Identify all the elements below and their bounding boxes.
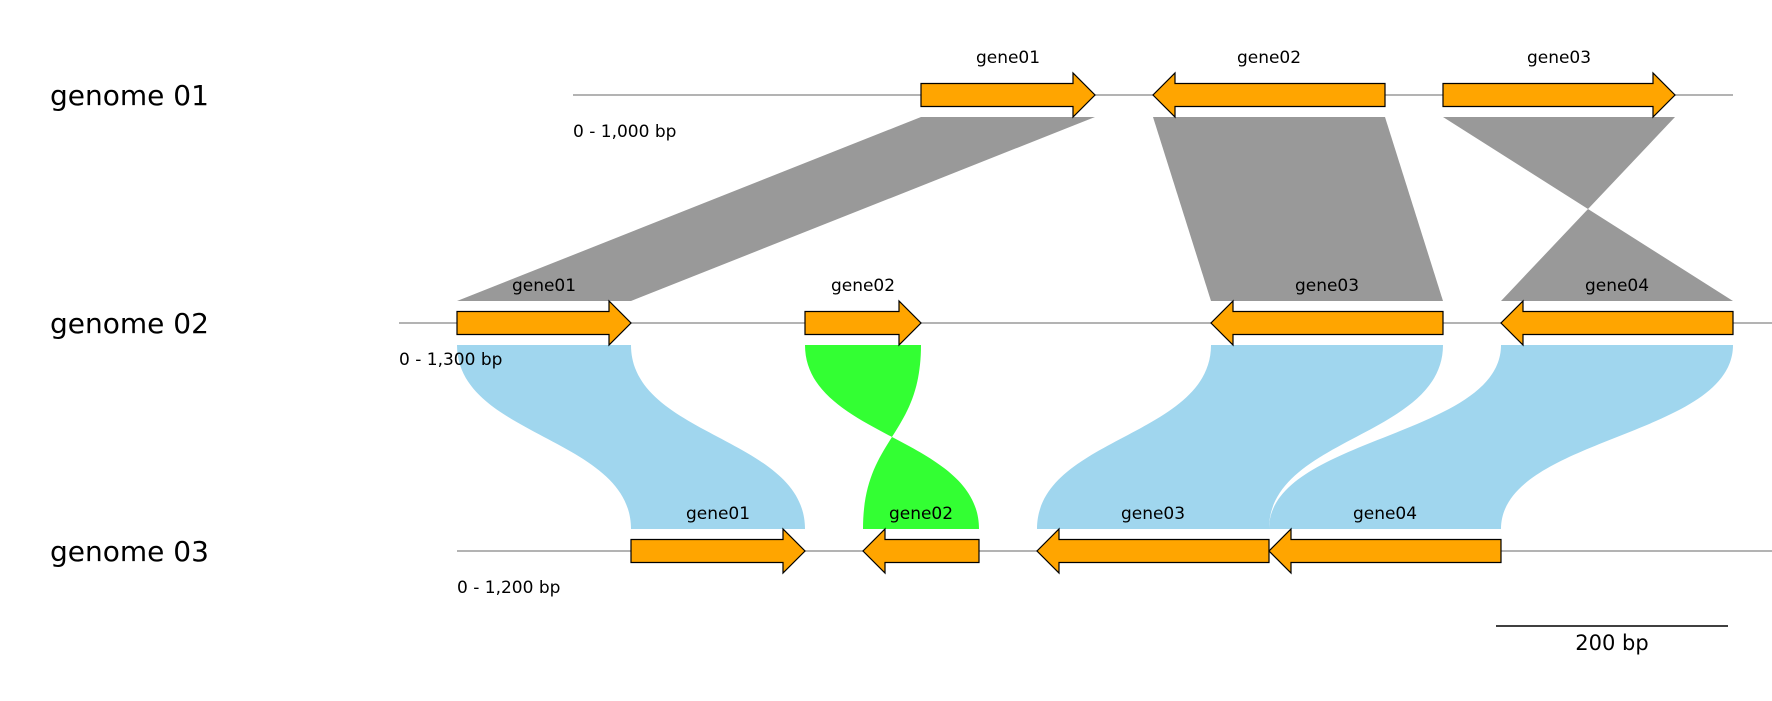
gene-arrow	[1152, 71, 1386, 119]
gene-arrow	[804, 299, 922, 347]
genome-name: genome 03	[50, 535, 209, 568]
gene-label: gene02	[1237, 48, 1301, 68]
genome-track: genome 02 0 - 1,300 bp gene01 gene02 gene03 g…	[50, 276, 1772, 370]
gene-label: gene01	[512, 276, 576, 296]
genome-range-label: 0 - 1,000 bp	[573, 122, 676, 142]
synteny-link	[1153, 117, 1443, 301]
gene-arrow	[1442, 71, 1676, 119]
gene-arrow	[1210, 299, 1444, 347]
gene-arrow	[1500, 299, 1734, 347]
gene-label: gene04	[1353, 504, 1417, 524]
synteny-link	[457, 345, 805, 529]
synteny-link	[805, 345, 979, 529]
gene-arrow	[920, 71, 1096, 119]
genome-track: genome 01 0 - 1,000 bp gene01 gene02 gene03	[50, 48, 1733, 142]
synteny-link	[457, 117, 1095, 301]
synteny-link	[1443, 117, 1733, 301]
gene-label: gene03	[1527, 48, 1591, 68]
gene-arrow	[1268, 527, 1502, 575]
synteny-link	[1037, 345, 1443, 529]
gene-label: gene04	[1585, 276, 1649, 296]
scale-bar-label: 200 bp	[1575, 631, 1648, 655]
genome-range-label: 0 - 1,300 bp	[399, 350, 502, 370]
genome-name: genome 02	[50, 307, 209, 340]
gene-label: gene01	[976, 48, 1040, 68]
gene-label: gene01	[686, 504, 750, 524]
genome-name: genome 01	[50, 79, 209, 112]
gene-arrow	[630, 527, 806, 575]
scale-bar: 200 bp	[1496, 625, 1728, 655]
gene-arrow	[862, 527, 980, 575]
genome-track: genome 03 0 - 1,200 bp gene01 gene02 gene03 g…	[50, 504, 1772, 598]
gene-label: gene02	[831, 276, 895, 296]
gene-arrow	[1036, 527, 1270, 575]
gene-label: gene03	[1121, 504, 1185, 524]
synteny-link	[1269, 345, 1733, 529]
gene-label: gene02	[889, 504, 953, 524]
gene-label: gene03	[1295, 276, 1359, 296]
genome-range-label: 0 - 1,200 bp	[457, 578, 560, 598]
links-layer	[457, 117, 1733, 529]
gene-arrow	[456, 299, 632, 347]
